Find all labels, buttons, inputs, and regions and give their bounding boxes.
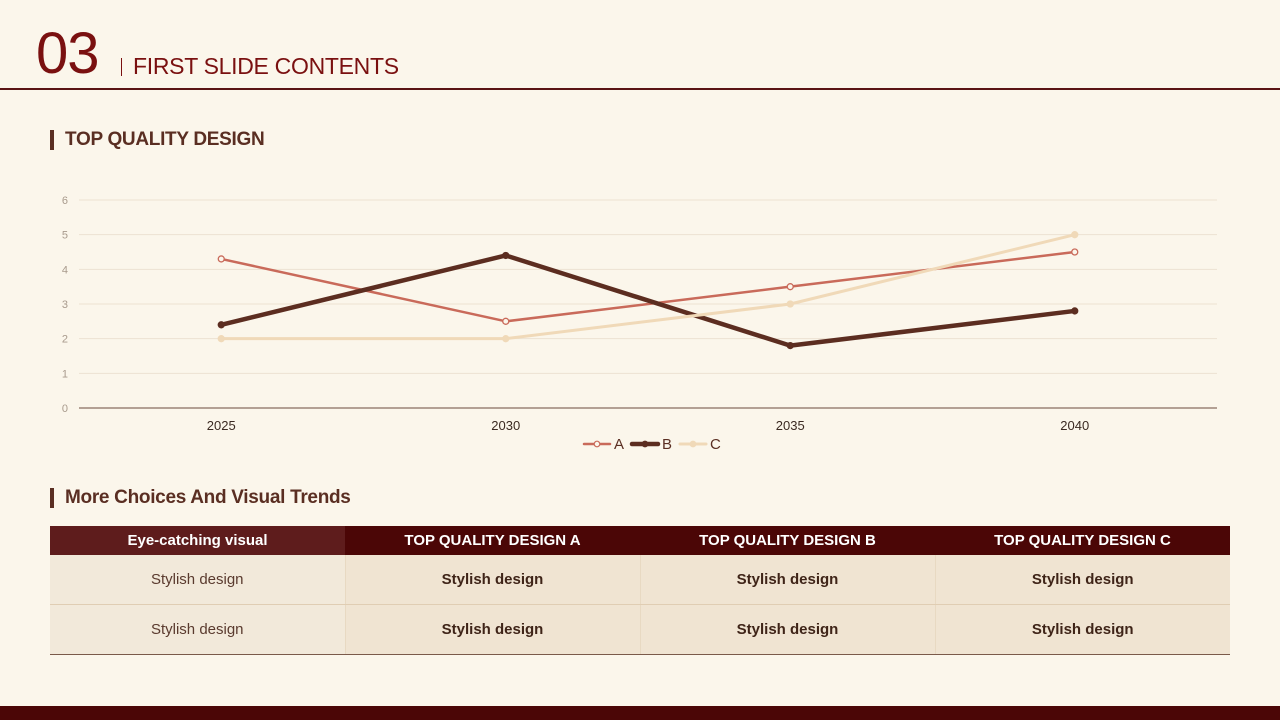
y-tick-label: 4 <box>62 264 68 276</box>
data-point-c <box>1071 231 1079 239</box>
comparison-table: Eye-catching visual TOP QUALITY DESIGN A… <box>50 526 1230 655</box>
y-tick-label: 6 <box>62 195 68 207</box>
data-point-a <box>786 283 794 291</box>
series-line-b <box>219 253 1077 348</box>
section-title: TOP QUALITY DESIGN <box>65 129 265 150</box>
data-point-c <box>502 335 510 343</box>
slide-number: 03 <box>36 21 100 86</box>
data-point-c <box>217 335 225 343</box>
legend-marker-c <box>689 440 697 448</box>
x-tick-label: 2025 <box>207 418 236 433</box>
line-chart: 0 1 2 3 4 5 6 2025 2030 2035 2040 A B C <box>62 195 1217 453</box>
data-point-b <box>786 341 794 350</box>
x-tick-label: 2040 <box>1060 418 1089 433</box>
table-cell: Stylish design <box>640 555 936 605</box>
legend-label: A <box>614 436 624 453</box>
table-row: Stylish design Stylish design Stylish de… <box>50 604 1230 655</box>
y-tick-label: 2 <box>62 334 68 346</box>
section-title: More Choices And Visual Trends <box>65 487 351 508</box>
series-line-c <box>219 233 1077 341</box>
legend-label: C <box>710 436 721 453</box>
section-heading-table: More Choices And Visual Trends <box>50 487 351 508</box>
y-tick-label: 3 <box>62 299 68 311</box>
footer-bar <box>0 706 1280 720</box>
table-header-cell: Eye-catching visual <box>50 526 345 555</box>
table-header-cell: TOP QUALITY DESIGN A <box>345 526 640 555</box>
table-cell: Stylish design <box>935 604 1230 655</box>
data-point-c <box>786 300 794 308</box>
table-cell: Stylish design <box>345 555 641 605</box>
section-marker <box>50 130 54 150</box>
series-line-a <box>220 250 1076 323</box>
data-point-b <box>1071 307 1079 315</box>
y-tick-label: 0 <box>62 403 68 415</box>
table-cell: Stylish design <box>50 555 346 605</box>
y-tick-label: 1 <box>62 368 68 380</box>
section-heading-chart: TOP QUALITY DESIGN <box>50 129 265 150</box>
table-header-cell: TOP QUALITY DESIGN B <box>640 526 935 555</box>
legend-label: B <box>662 436 672 453</box>
section-marker <box>50 488 54 508</box>
table-cell: Stylish design <box>640 604 936 655</box>
data-point-b <box>217 321 225 329</box>
table-cell: Stylish design <box>935 555 1230 605</box>
slide-title: FIRST SLIDE CONTENTS <box>133 53 399 79</box>
data-point-b <box>502 251 510 260</box>
legend-marker-b <box>641 440 649 448</box>
table-header-row: Eye-catching visual TOP QUALITY DESIGN A… <box>50 526 1230 555</box>
y-tick-label: 5 <box>62 230 68 242</box>
x-tick-label: 2035 <box>776 418 805 433</box>
data-point-a <box>217 255 225 263</box>
table-cell: Stylish design <box>50 604 346 655</box>
data-point-a <box>502 317 510 325</box>
table-cell: Stylish design <box>345 604 641 655</box>
x-tick-label: 2030 <box>491 418 520 433</box>
table-row: Stylish design Stylish design Stylish de… <box>50 555 1230 605</box>
data-point-a <box>1071 248 1079 256</box>
legend-marker-a <box>593 440 601 448</box>
title-divider <box>121 58 122 76</box>
table-header-cell: TOP QUALITY DESIGN C <box>935 526 1230 555</box>
header-rule <box>0 88 1280 90</box>
